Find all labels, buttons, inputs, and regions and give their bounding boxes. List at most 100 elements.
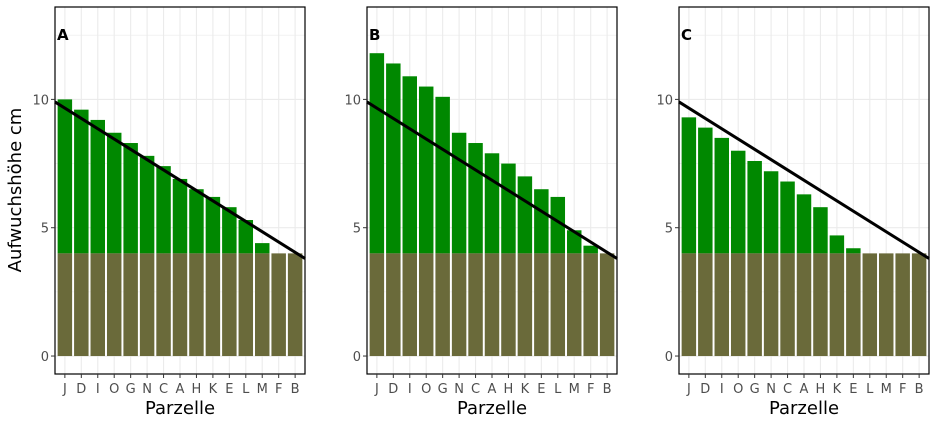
x-tick-label: O xyxy=(733,382,743,397)
bar-base xyxy=(730,253,746,357)
bar-base xyxy=(139,253,155,357)
bar-growth xyxy=(550,196,566,254)
bar-base xyxy=(780,253,795,357)
x-tick-label: M xyxy=(569,382,580,397)
bar-base xyxy=(172,253,188,357)
bar-growth xyxy=(402,76,417,254)
bar-base xyxy=(846,253,861,357)
bar-base xyxy=(714,253,729,357)
bar-base xyxy=(402,253,417,357)
bar-base xyxy=(698,253,713,357)
bar-base xyxy=(74,253,89,357)
x-tick-label: N xyxy=(454,382,464,397)
bar-base xyxy=(879,253,894,357)
y-tick-label: 10 xyxy=(656,93,673,108)
trend-line xyxy=(366,100,618,260)
panel-tag: C xyxy=(681,26,692,44)
bar-base xyxy=(222,253,237,357)
bar-growth xyxy=(106,132,122,254)
x-tick-label: H xyxy=(816,382,826,397)
bar-growth xyxy=(747,160,762,254)
bar-growth xyxy=(780,181,795,254)
x-tick-label: D xyxy=(700,382,710,397)
x-tick-label: M xyxy=(257,382,268,397)
x-tick-label: N xyxy=(766,382,776,397)
bar-base xyxy=(468,253,483,357)
bar-base xyxy=(238,253,254,357)
bar-growth xyxy=(238,220,254,254)
x-tick-label: J xyxy=(686,382,691,397)
x-tick-label: D xyxy=(76,382,86,397)
bar-growth xyxy=(369,53,385,254)
x-tick-label: B xyxy=(291,382,300,397)
bar-base xyxy=(796,253,812,357)
bar-base xyxy=(550,253,566,357)
x-tick-label: O xyxy=(421,382,431,397)
x-tick-label: G xyxy=(750,382,760,397)
bar-base xyxy=(763,253,779,357)
bar-growth xyxy=(583,245,598,254)
x-tick-label: I xyxy=(720,382,724,397)
panel-tag: A xyxy=(57,26,69,44)
bar-base xyxy=(747,253,762,357)
bar-growth xyxy=(222,207,237,254)
bar-growth xyxy=(57,99,73,254)
bar-growth xyxy=(730,150,746,254)
y-tick-label: 5 xyxy=(665,222,673,237)
y-tick-label: 10 xyxy=(344,93,361,108)
x-axis-title: Parzelle xyxy=(769,398,839,419)
bar-base xyxy=(255,253,270,357)
x-axis-title: Parzelle xyxy=(457,398,527,419)
bar-base xyxy=(681,253,697,357)
x-tick-label: C xyxy=(783,382,792,397)
bar-growth xyxy=(90,119,105,254)
bar-growth xyxy=(567,230,582,254)
bar-growth xyxy=(681,117,697,254)
bar-growth xyxy=(517,176,533,254)
x-tick-label: J xyxy=(62,382,67,397)
x-tick-label: A xyxy=(488,382,497,397)
bar-growth xyxy=(829,235,845,254)
x-tick-label: K xyxy=(833,382,842,397)
x-tick-label: B xyxy=(915,382,924,397)
x-tick-label: L xyxy=(554,382,562,397)
bar-base xyxy=(517,253,533,357)
x-tick-label: E xyxy=(537,382,545,397)
y-tick-label: 5 xyxy=(41,222,49,237)
bar-base xyxy=(567,253,582,357)
bar-base xyxy=(435,253,450,357)
y-tick-label: 0 xyxy=(665,350,673,365)
x-tick-label: G xyxy=(438,382,448,397)
bar-growth xyxy=(698,127,713,254)
bar-growth xyxy=(418,86,434,254)
x-axis-title: Parzelle xyxy=(145,398,215,419)
bar-base xyxy=(386,253,401,357)
x-tick-label: N xyxy=(142,382,152,397)
x-tick-label: I xyxy=(96,382,100,397)
x-tick-label: B xyxy=(603,382,612,397)
bar-base xyxy=(369,253,385,357)
bar-growth xyxy=(435,96,450,254)
bar-growth xyxy=(534,189,549,254)
bar-base xyxy=(895,253,910,357)
bar-base xyxy=(287,253,303,357)
bar-base xyxy=(501,253,516,357)
x-tick-label: J xyxy=(374,382,379,397)
bar-growth xyxy=(205,196,221,254)
bar-base xyxy=(271,253,286,357)
x-tick-label: K xyxy=(521,382,530,397)
bar-base xyxy=(90,253,105,357)
panel-tag: B xyxy=(369,26,380,44)
bar-growth xyxy=(763,171,779,254)
x-tick-label: D xyxy=(388,382,398,397)
bar-base xyxy=(829,253,845,357)
bar-base xyxy=(418,253,434,357)
bar-growth xyxy=(139,155,155,254)
x-tick-label: F xyxy=(899,382,906,397)
bar-base xyxy=(583,253,598,357)
bar-base xyxy=(156,253,171,357)
bar-base xyxy=(484,253,500,357)
x-tick-label: O xyxy=(109,382,119,397)
bar-growth xyxy=(846,248,861,254)
bar-growth xyxy=(451,132,467,254)
